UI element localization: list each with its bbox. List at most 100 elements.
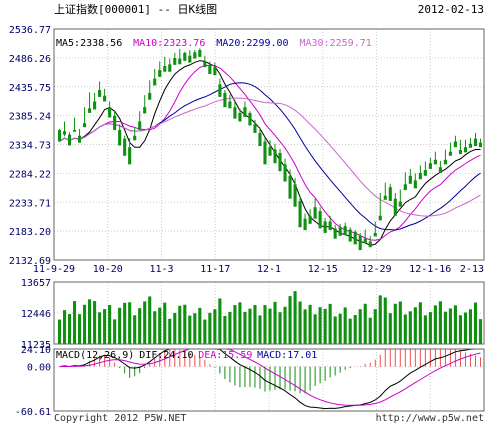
- candle-down: [213, 67, 217, 76]
- candle-down: [298, 200, 302, 228]
- candle-down: [158, 70, 162, 77]
- candle-down: [188, 55, 192, 63]
- volume-bar: [213, 309, 217, 344]
- candle-down: [233, 107, 237, 119]
- candle-down: [348, 229, 352, 242]
- volume-bar: [358, 309, 362, 344]
- date-tick-label: 12-1-16: [409, 264, 451, 275]
- volume-bar: [463, 312, 468, 344]
- candle-down: [368, 241, 372, 248]
- volume-bar: [363, 303, 367, 344]
- volume-bar: [398, 301, 402, 344]
- candle-down: [468, 143, 473, 148]
- volume-bar: [133, 315, 137, 344]
- copyright-text: Copyright 2012 P5W.NET: [54, 413, 186, 424]
- candle-down: [428, 163, 432, 169]
- volume-bar: [298, 301, 302, 344]
- price-tick-label: 2183.20: [9, 227, 51, 238]
- volume-bar: [77, 314, 82, 344]
- candle-down: [313, 207, 317, 219]
- date-x-axis: 11-9-29 10-20 11-3 11-17 12-1 12-15 12-29 12-1-…: [33, 264, 484, 275]
- price-legend-item: MA10:2323.76: [133, 38, 205, 49]
- volume-bar: [288, 296, 292, 344]
- volume-bar: [158, 307, 162, 344]
- date-tick-label: 2-13: [460, 264, 484, 275]
- volume-bar: [223, 315, 227, 344]
- price-tick-label: 2486.26: [9, 54, 51, 65]
- candle-down: [193, 52, 197, 59]
- candle-down: [433, 159, 437, 165]
- price-tick-label: 2334.73: [9, 141, 51, 152]
- candle-down: [173, 58, 177, 65]
- candle-down: [183, 52, 187, 61]
- volume-bar: [62, 310, 67, 344]
- candle-down: [228, 101, 232, 109]
- price-tick-label: 2536.77: [9, 25, 51, 36]
- volume-bar: [57, 319, 62, 344]
- candle-down: [223, 92, 227, 108]
- candle-down: [168, 64, 172, 72]
- volume-bar: [383, 297, 387, 344]
- candle-down: [163, 66, 167, 72]
- date-tick-label: 12-1: [257, 264, 281, 275]
- candle-down: [98, 90, 102, 97]
- macd-tick-label: 24.10: [21, 345, 51, 356]
- candlesticks: [57, 48, 483, 251]
- volume-bar: [248, 308, 252, 344]
- candle-down: [373, 232, 377, 237]
- volume-bar: [103, 309, 107, 344]
- candle-down: [448, 151, 452, 156]
- ma30-line: [59, 97, 481, 217]
- candle-down: [423, 170, 427, 176]
- volume-bar: [378, 295, 382, 344]
- candle-down: [133, 135, 137, 141]
- macd-lines: [59, 348, 481, 410]
- candle-down: [153, 78, 157, 86]
- candle-down: [318, 211, 322, 229]
- candle-down: [263, 141, 267, 165]
- volume-bar: [473, 302, 478, 344]
- candle-down: [338, 227, 342, 236]
- volume-bar: [163, 302, 167, 344]
- candle-down: [413, 180, 417, 189]
- candle-down: [93, 101, 97, 110]
- volume-bar: [263, 305, 267, 344]
- price-legend-item: MA30:2259.71: [300, 38, 372, 49]
- macd-legend-item: MACD:17.01: [257, 350, 317, 361]
- candle-down: [393, 198, 397, 216]
- volume-bar: [428, 312, 432, 344]
- volume-bar: [153, 311, 157, 344]
- volume-bar: [183, 304, 187, 344]
- volume-bar: [458, 315, 463, 344]
- macd-tick-label: -60.61: [15, 407, 51, 418]
- candle-down: [203, 61, 207, 68]
- volume-bar: [113, 319, 117, 344]
- candle-down: [283, 164, 287, 182]
- volume-bar: [138, 308, 142, 344]
- volume-bar: [118, 307, 122, 344]
- volume-bar: [293, 291, 297, 344]
- macd-legend-item: DEA:15.59: [198, 350, 252, 361]
- volume-panel: 13657 12446 11235: [21, 278, 485, 351]
- candle-down: [143, 107, 147, 114]
- price-legend: MA5:2338.56 MA10:2323.76 MA20:2299.00 MA30:…: [56, 38, 372, 49]
- price-tick-label: 2233.71: [9, 198, 51, 209]
- candle-down: [83, 123, 87, 128]
- volume-bar: [233, 305, 237, 344]
- volume-bar: [208, 312, 212, 344]
- macd-legend: MACD(12,26,9) DIF:24.10 DEA:15.59 MACD:17.0…: [56, 350, 317, 361]
- price-tick-label: 2435.75: [9, 83, 51, 94]
- volume-bar: [303, 309, 307, 344]
- volume-tick-label: 12446: [21, 309, 51, 320]
- source-url: http://www.p5w.net: [376, 413, 484, 424]
- candle-down: [473, 138, 478, 147]
- candle-down: [268, 147, 272, 156]
- volume-bar: [83, 304, 87, 344]
- candle-down: [123, 138, 127, 156]
- volume-bar: [478, 319, 483, 344]
- candle-down: [303, 218, 307, 231]
- candle-down: [178, 58, 182, 65]
- volume-bar: [373, 309, 377, 344]
- volume-bar: [178, 305, 182, 344]
